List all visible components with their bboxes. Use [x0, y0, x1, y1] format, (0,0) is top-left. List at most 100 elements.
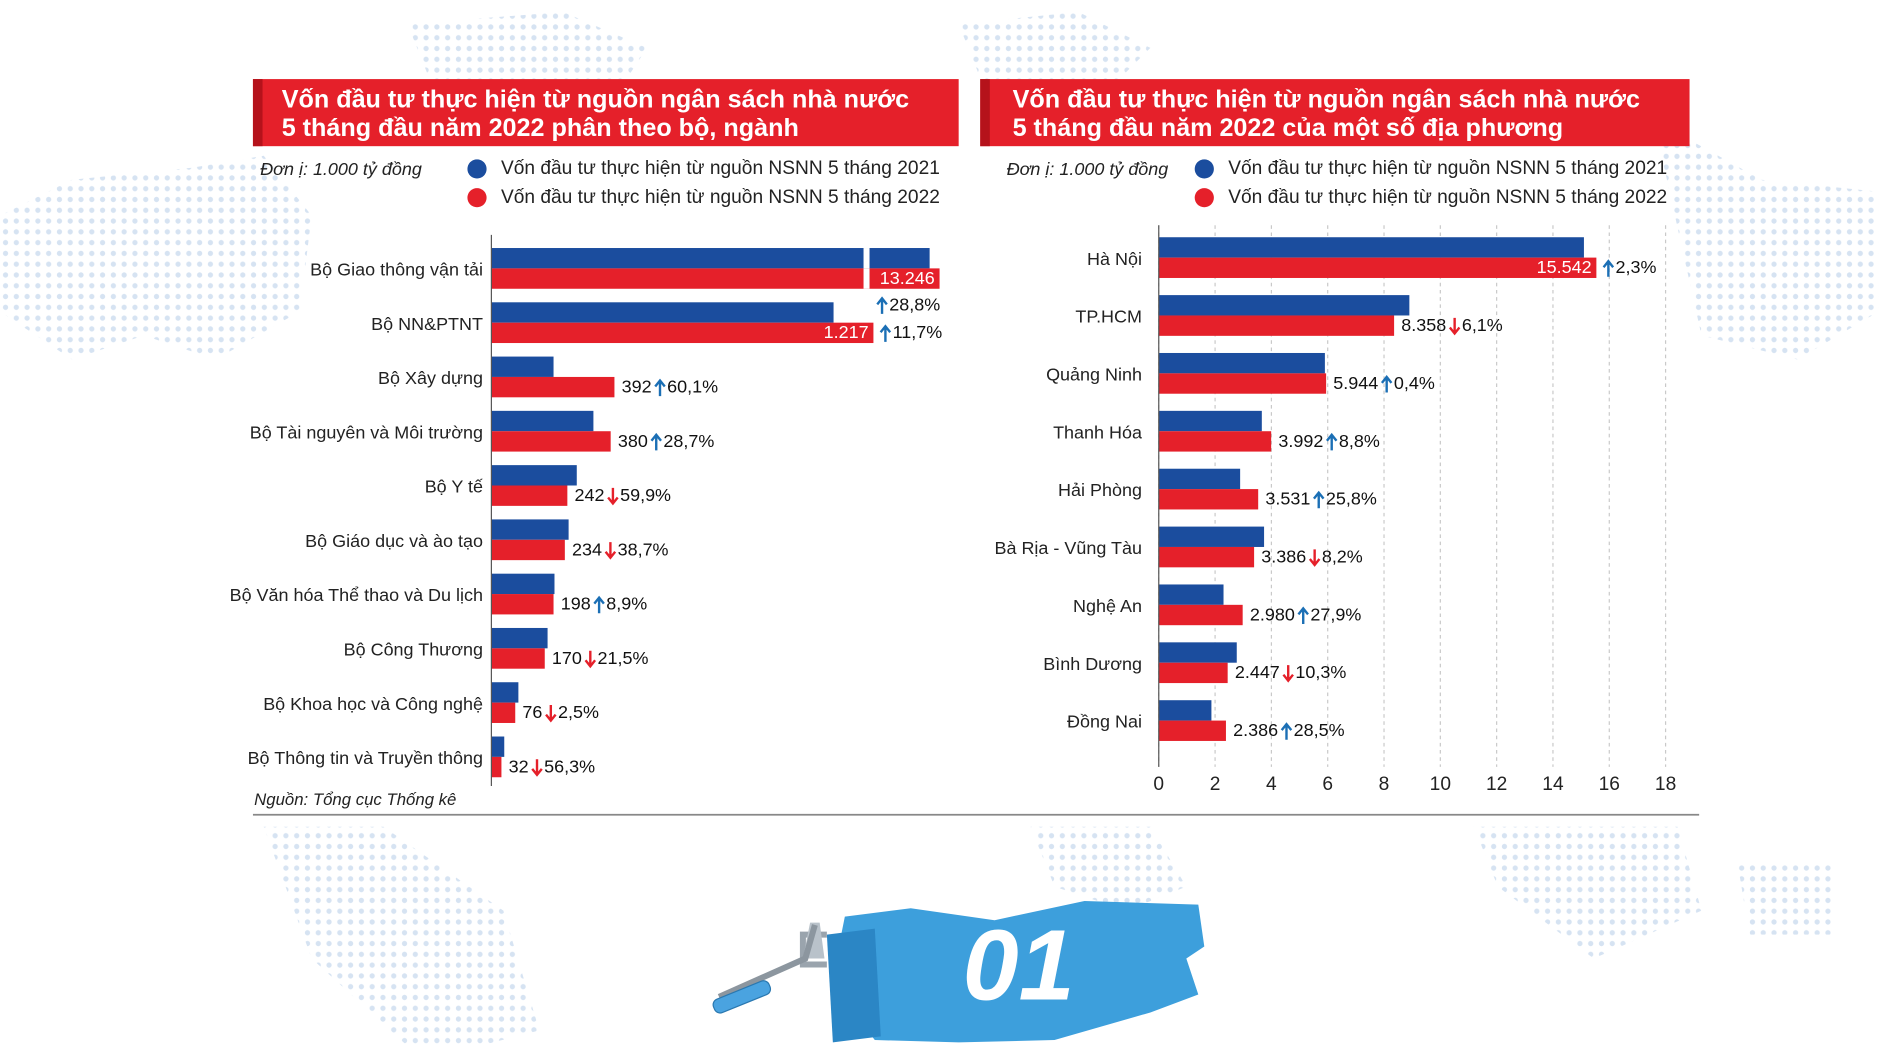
category-label: Bình Dương	[1043, 654, 1142, 674]
change-label: 0,4%	[1394, 373, 1435, 393]
bar	[491, 573, 555, 595]
category-label: Bà Rịa - Vũng Tàu	[994, 538, 1142, 558]
change-arrow	[531, 759, 543, 777]
x-tick-label: 12	[1486, 774, 1507, 795]
change-label: 2,3%	[1616, 257, 1657, 277]
axis-break	[863, 248, 870, 269]
bar	[1158, 489, 1259, 510]
change-label: 10,3%	[1295, 662, 1346, 682]
change-label: 11,7%	[893, 322, 943, 342]
change-label: 6,1%	[1462, 315, 1503, 335]
change-label: 59,9%	[620, 485, 671, 505]
change-label: 28,5%	[1294, 720, 1345, 740]
value-label: 2.386	[1233, 720, 1278, 740]
change-label: 60,1%	[667, 376, 718, 396]
chart-title: 5 tháng đầu năm 2022 phân theo bộ, ngành	[282, 114, 799, 142]
value-label: 170	[552, 648, 582, 668]
bar	[1158, 315, 1395, 336]
bar	[491, 431, 611, 452]
bar	[491, 465, 577, 486]
category-label: Bộ Xây dựng	[378, 368, 483, 388]
change-label: 21,5%	[598, 648, 649, 668]
bar	[1158, 642, 1237, 663]
change-arrow	[584, 650, 597, 669]
bar	[491, 756, 502, 778]
bar	[1158, 700, 1212, 721]
unit-note: Đơn ị: 1.000 tỷ đồng	[1007, 159, 1169, 179]
change-arrow	[1297, 606, 1309, 625]
bar	[491, 648, 545, 669]
category-label: Hải Phòng	[1058, 480, 1142, 500]
value-label: 8.358	[1401, 315, 1446, 335]
bar	[1158, 604, 1243, 626]
value-label: 15.542	[1537, 257, 1592, 277]
change-label: 8,8%	[1339, 431, 1380, 451]
value-label: 13.246	[880, 268, 935, 288]
bar	[1158, 295, 1410, 316]
bar	[1158, 237, 1584, 258]
change-arrow	[1280, 722, 1293, 740]
bar	[1158, 257, 1597, 278]
x-tick-label: 10	[1430, 774, 1451, 795]
change-arrow	[1282, 665, 1294, 683]
header-accent	[980, 79, 990, 147]
bar	[491, 736, 505, 757]
change-label: 38,7%	[618, 539, 669, 559]
value-label: 3.531	[1265, 489, 1310, 509]
badge-number: 01	[963, 909, 1075, 1021]
change-arrow	[593, 595, 605, 614]
legend-swatch	[467, 159, 487, 179]
bar	[491, 268, 940, 289]
value-label: 392	[622, 376, 652, 396]
legend-label: Vốn đầu tư thực hiện từ nguồn NSNN 5 thá…	[1228, 187, 1667, 208]
bar	[1158, 662, 1228, 684]
bar	[491, 376, 615, 398]
change-label: 25,8%	[1326, 489, 1377, 509]
category-label: Bộ Giáo dục và ào tạo	[305, 531, 483, 551]
value-label: 380	[618, 431, 648, 451]
category-label: Bộ Giao thông vận tải	[310, 260, 483, 280]
value-label: 2.980	[1250, 604, 1295, 624]
bar	[491, 356, 554, 377]
x-tick-label: 14	[1542, 774, 1564, 795]
bar	[491, 682, 519, 703]
value-label: 3.386	[1261, 546, 1306, 566]
bar	[1158, 526, 1265, 547]
change-arrow	[654, 378, 666, 397]
value-label: 234	[572, 539, 602, 559]
source-note: Nguồn: Tổng cục Thống kê	[254, 790, 456, 809]
change-arrow	[607, 487, 619, 506]
change-arrow	[1602, 259, 1615, 277]
category-label: Bộ Y tế	[425, 477, 483, 497]
bar	[491, 322, 874, 344]
change-arrow	[1380, 375, 1393, 393]
value-label: 32	[509, 756, 529, 776]
change-label: 28,8%	[889, 294, 940, 314]
category-label: Bộ Văn hóa Thể thao và Du lịch	[230, 585, 483, 605]
change-arrow	[1448, 317, 1461, 336]
value-label: 3.992	[1278, 431, 1323, 451]
bar	[491, 302, 834, 323]
change-label: 27,9%	[1310, 604, 1361, 624]
bar	[491, 248, 930, 269]
bar	[1158, 431, 1272, 452]
axis-break	[863, 268, 870, 289]
change-arrow	[604, 542, 617, 560]
change-label: 28,7%	[663, 431, 714, 451]
category-label: Bộ Khoa học và Công nghệ	[263, 694, 483, 714]
x-tick-label: 8	[1379, 774, 1390, 795]
category-label: Hà Nội	[1087, 249, 1142, 269]
x-tick-label: 2	[1210, 774, 1221, 795]
change-label: 2,5%	[558, 702, 599, 722]
bar	[491, 519, 569, 540]
x-tick-label: 18	[1655, 774, 1676, 795]
change-arrow	[1308, 549, 1321, 567]
change-label: 8,9%	[606, 594, 647, 614]
category-label: Thanh Hóa	[1053, 422, 1142, 442]
change-arrow	[650, 432, 662, 451]
category-label: Bộ Công Thương	[344, 639, 483, 659]
bar	[1158, 584, 1224, 605]
value-label: 198	[561, 594, 591, 614]
category-label: TP.HCM	[1075, 307, 1142, 327]
